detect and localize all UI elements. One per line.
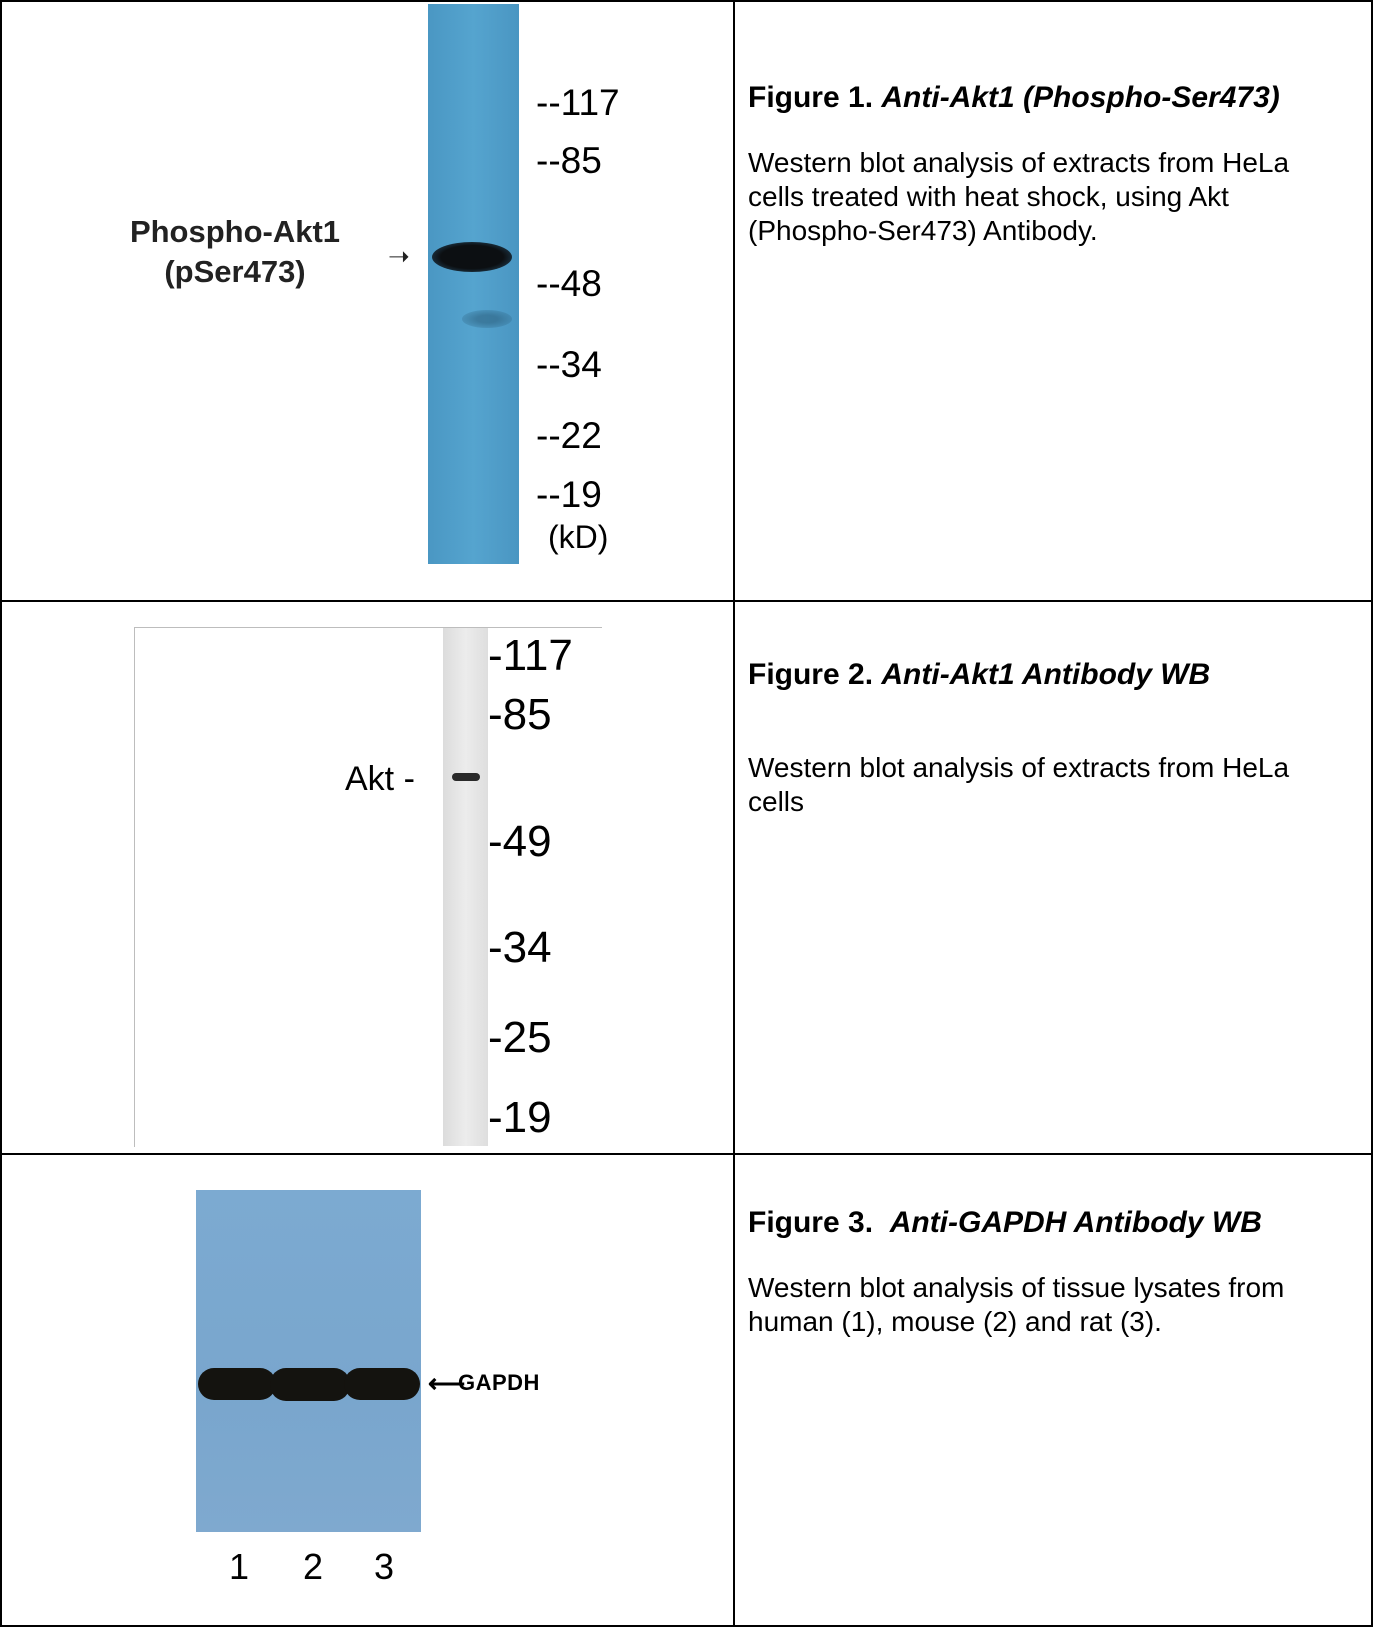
- figure-1-arrow-icon: ➝: [388, 241, 410, 271]
- figure-3-caption: Figure 3. Anti-GAPDH Antibody WB Western…: [748, 1205, 1358, 1339]
- figure-1-marker-48: --48: [536, 263, 602, 304]
- table-border-bottom: [0, 1625, 1373, 1627]
- figure-3-band-lane-2: [270, 1368, 350, 1401]
- figure-2-caption-body: Western blot analysis of extracts from H…: [748, 752, 1290, 817]
- table-border-right: [1371, 0, 1373, 1627]
- figure-3-lane-label-3: 3: [374, 1546, 395, 1587]
- figure-1-band: [432, 242, 512, 272]
- figure-3-caption-title: Figure 3. Anti-GAPDH Antibody WB: [748, 1206, 1262, 1239]
- figure-2-frame-left: [134, 627, 135, 1147]
- table-column-divider: [733, 0, 735, 1627]
- figure-1-marker-22: --22: [536, 415, 602, 456]
- figure-1-marker-117: --117: [536, 82, 620, 123]
- figure-3-membrane: [196, 1190, 421, 1532]
- figure-2-marker-49: -49: [488, 817, 552, 866]
- figure-1-caption: Figure 1. Anti-Akt1 (Phospho-Ser473) Wes…: [748, 80, 1358, 248]
- figure-2-marker-34: -34: [488, 923, 552, 972]
- figure-1-caption-body: Western blot analysis of extracts from H…: [748, 147, 1290, 246]
- figure-3-band-label: GAPDH: [458, 1370, 540, 1395]
- figure-1-caption-title: Figure 1. Anti-Akt1 (Phospho-Ser473): [748, 81, 1280, 114]
- figure-3-lane-label-1: 1: [229, 1546, 250, 1587]
- table-border-left: [0, 0, 2, 1627]
- figure-2-marker-85: -85: [488, 690, 552, 739]
- figure-3-band-lane-3: [344, 1368, 420, 1400]
- figure-3-lane-label-2: 2: [303, 1546, 324, 1587]
- figure-3-arrow-icon: ⟵: [428, 1368, 466, 1398]
- figure-1-marker-34: --34: [536, 344, 602, 385]
- figure-1-marker-19: --19: [536, 474, 602, 515]
- figure-2-caption-title: Figure 2. Anti-Akt1 Antibody WB: [748, 658, 1211, 691]
- figure-2-marker-117: -117: [488, 631, 573, 680]
- figure-2-band: [452, 773, 480, 781]
- figure-1-unit-label: (kD): [548, 519, 609, 555]
- figure-2-marker-19: -19: [488, 1093, 552, 1142]
- figure-3-caption-body: Western blot analysis of tissue lysates …: [748, 1272, 1285, 1337]
- figure-2-lane: [443, 628, 488, 1146]
- figure-1-membrane: [428, 4, 519, 564]
- table-border-top: [0, 0, 1373, 2]
- figure-2-frame-top: [134, 627, 602, 628]
- figure-2-marker-25: -25: [488, 1013, 552, 1062]
- figure-1-band-label-line1: Phospho-Akt1: [129, 214, 341, 249]
- figure-1-band-label-line2: (pSer473): [164, 254, 306, 289]
- figure-1-faint-band: [462, 310, 512, 328]
- figure-1-band-label: Phospho-Akt1 (pSer473): [90, 212, 380, 292]
- figure-1-marker-85: --85: [536, 140, 602, 181]
- table-row-divider-2: [0, 1153, 1373, 1155]
- figure-3-band-lane-1: [198, 1368, 276, 1400]
- figure-2-band-label: Akt -: [345, 760, 415, 798]
- figure-2-caption: Figure 2. Anti-Akt1 Antibody WB Western …: [748, 657, 1358, 819]
- table-row-divider-1: [0, 600, 1373, 602]
